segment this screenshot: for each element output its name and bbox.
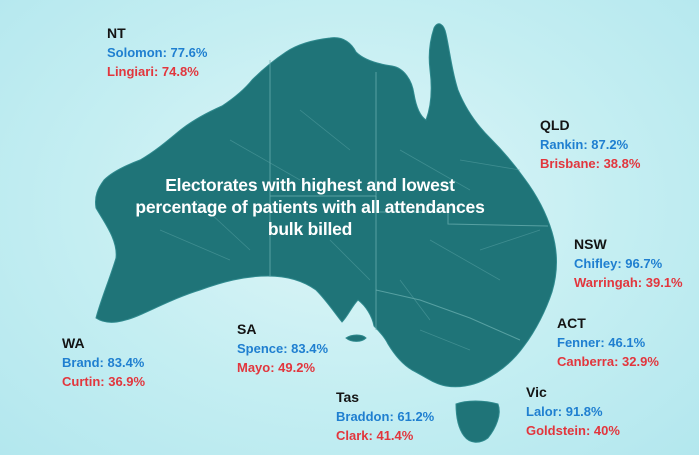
- kangaroo-island: [345, 334, 367, 342]
- electorate-borders: [159, 109, 541, 351]
- border-sa-qld-nsw: [376, 211, 549, 227]
- lowest-electorate-vic: Goldstein: 40%: [526, 423, 620, 438]
- highest-electorate-qld: Rankin: 87.2%: [540, 137, 629, 152]
- highest-electorate-wa: Brand: 83.4%: [62, 355, 145, 370]
- state-label-tas: Tas Braddon: 61.2% Clark: 41.4%: [336, 388, 434, 445]
- highest-electorate-nsw: Chifley: 96.7%: [574, 256, 663, 271]
- state-label-qld: QLD Rankin: 87.2% Brisbane: 38.8%: [540, 116, 640, 173]
- highest-electorate-tas: Braddon: 61.2%: [336, 409, 435, 424]
- headline: Electorates with highest and lowest perc…: [135, 175, 485, 239]
- state-name-nsw: NSW: [574, 236, 607, 252]
- state-name-vic: Vic: [526, 384, 547, 400]
- lowest-electorate-nt: Lingiari: 74.8%: [107, 64, 199, 79]
- state-label-nt: NT Solomon: 77.6% Lingiari: 74.8%: [107, 24, 207, 81]
- state-name-qld: QLD: [540, 117, 570, 133]
- highest-electorate-nt: Solomon: 77.6%: [107, 45, 208, 60]
- lowest-electorate-qld: Brisbane: 38.8%: [540, 156, 641, 171]
- highest-electorate-sa: Spence: 83.4%: [237, 341, 329, 356]
- state-name-tas: Tas: [336, 389, 360, 405]
- border-nsw-vic: [375, 289, 521, 341]
- lowest-electorate-sa: Mayo: 49.2%: [237, 360, 316, 375]
- highest-electorate-vic: Lalor: 91.8%: [526, 404, 603, 419]
- tasmania-island: [455, 400, 500, 443]
- state-label-sa: SA Spence: 83.4% Mayo: 49.2%: [237, 320, 328, 377]
- state-label-act: ACT Fenner: 46.1% Canberra: 32.9%: [557, 314, 659, 371]
- lowest-electorate-nsw: Warringah: 39.1%: [574, 275, 683, 290]
- highest-electorate-act: Fenner: 46.1%: [557, 335, 646, 350]
- state-label-wa: WA Brand: 83.4% Curtin: 36.9%: [62, 334, 145, 391]
- australia-mainland: [95, 23, 557, 388]
- lowest-electorate-act: Canberra: 32.9%: [557, 354, 659, 369]
- state-label-nsw: NSW Chifley: 96.7% Warringah: 39.1%: [574, 235, 683, 292]
- state-name-act: ACT: [557, 315, 586, 331]
- lowest-electorate-wa: Curtin: 36.9%: [62, 374, 146, 389]
- state-name-wa: WA: [62, 335, 85, 351]
- state-label-vic: Vic Lalor: 91.8% Goldstein: 40%: [526, 383, 620, 440]
- state-name-nt: NT: [107, 25, 126, 41]
- state-name-sa: SA: [237, 321, 257, 337]
- lowest-electorate-tas: Clark: 41.4%: [336, 428, 414, 443]
